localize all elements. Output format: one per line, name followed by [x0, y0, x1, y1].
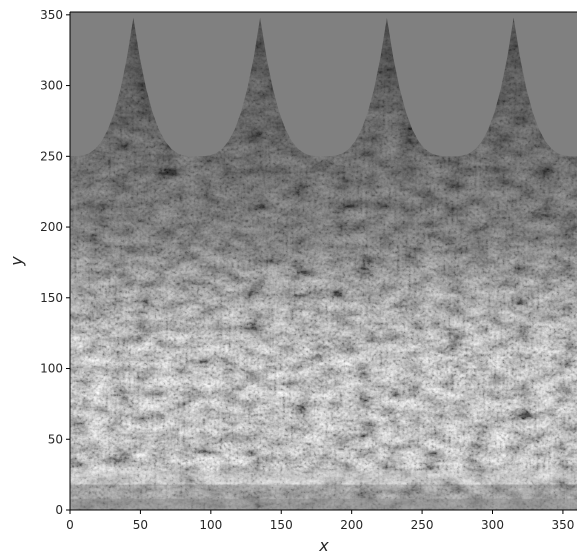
bottom-bands [70, 470, 577, 510]
y-tick-label-350: 350 [40, 8, 63, 22]
x-axis-ticks: 0 50 100 150 200 250 300 350 [66, 510, 574, 532]
x-axis-label: x [318, 536, 329, 554]
x-tick-label-350: 350 [551, 518, 574, 532]
x-tick-label-0: 0 [66, 518, 74, 532]
y-tick-label-50: 50 [48, 432, 63, 446]
x-tick-label-250: 250 [411, 518, 434, 532]
y-tick-label-0: 0 [55, 503, 63, 517]
y-tick-label-150: 150 [40, 291, 63, 305]
y-tick-label-250: 250 [40, 149, 63, 163]
y-tick-label-300: 300 [40, 79, 63, 93]
y-tick-label-200: 200 [40, 220, 63, 234]
y-axis-label: y [7, 256, 26, 267]
x-tick-label-200: 200 [340, 518, 363, 532]
y-tick-label-100: 100 [40, 362, 63, 376]
x-tick-label-150: 150 [270, 518, 293, 532]
x-tick-label-100: 100 [199, 518, 222, 532]
x-tick-label-50: 50 [133, 518, 148, 532]
plot-area [70, 12, 577, 510]
y-axis-ticks: 0 50 100 150 200 250 300 350 [40, 8, 70, 517]
x-tick-label-300: 300 [481, 518, 504, 532]
